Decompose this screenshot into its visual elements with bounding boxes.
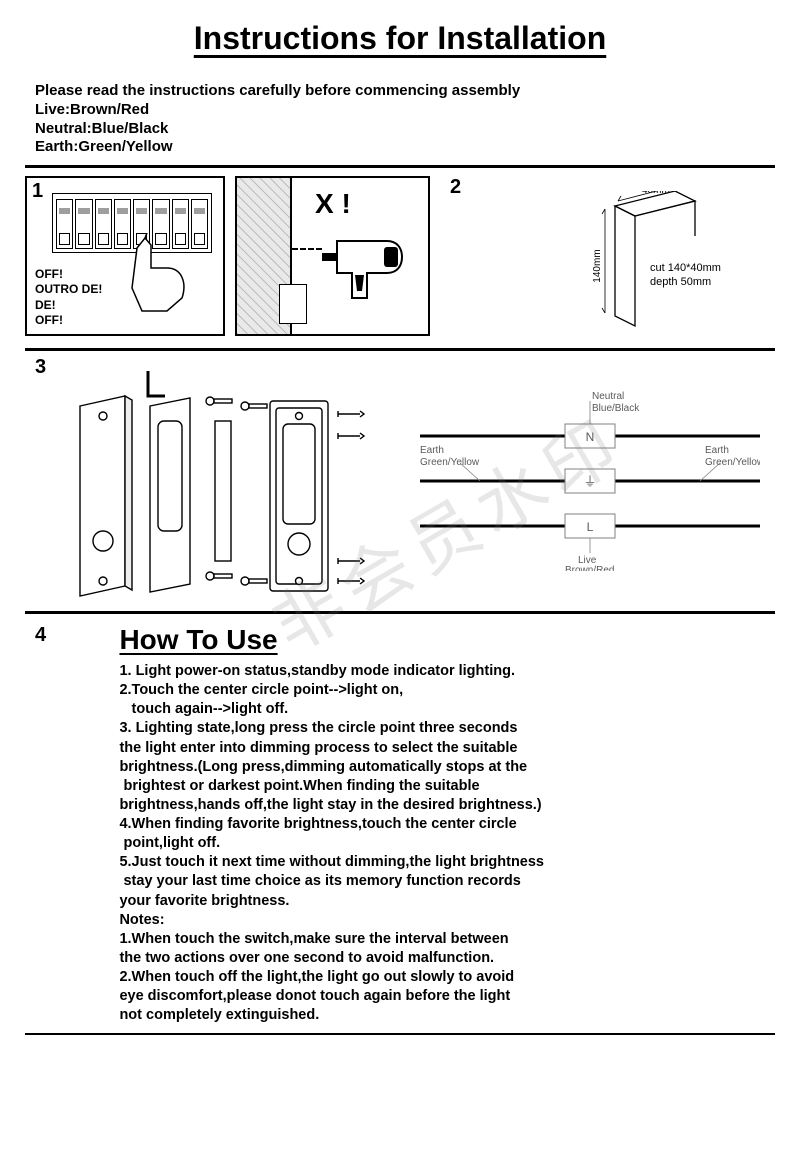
- section-how-to-use: 4 How To Use 1. Light power-on status,st…: [0, 614, 800, 1025]
- howto-line: the two actions over one second to avoid…: [119, 949, 719, 968]
- svg-text:Earth: Earth: [420, 445, 444, 456]
- howto-line: brightness,hands off,the light stay in t…: [119, 796, 719, 815]
- svg-text:Earth: Earth: [705, 445, 729, 456]
- intro-line: Please read the instructions carefully b…: [35, 82, 765, 101]
- step-row-3: 3: [0, 351, 800, 611]
- howto-line: brightness.(Long press,dimming automatic…: [119, 758, 719, 777]
- svg-text:Neutral: Neutral: [592, 391, 624, 402]
- intro-line: Earth:Green/Yellow: [35, 138, 765, 157]
- page-title: Instructions for Installation: [0, 20, 800, 57]
- svg-text:Green/Yellow: Green/Yellow: [705, 457, 760, 468]
- howto-line: 5.Just touch it next time without dimmin…: [119, 853, 719, 872]
- howto-line: stay your last time choice as its memory…: [119, 872, 719, 891]
- panel-no-drill: X !: [235, 176, 430, 336]
- cut-text: depth 50mm: [650, 276, 711, 288]
- svg-text:⏚: ⏚: [583, 474, 596, 489]
- howto-title: How To Use: [119, 624, 719, 656]
- dim-width: 40mm: [642, 191, 670, 196]
- panel-step-1: 1 OFF! OUTRO DE! DE! OFF!: [25, 176, 225, 336]
- howto-line: the light enter into dimming process to …: [119, 739, 719, 758]
- hand-icon: [127, 233, 197, 313]
- divider: [25, 1033, 775, 1035]
- howto-line: 2.Touch the center circle point-->light …: [119, 681, 719, 700]
- mounting-box: [279, 284, 307, 324]
- howto-line: eye discomfort,please donot touch again …: [119, 987, 719, 1006]
- step-number: 4: [25, 624, 115, 647]
- step-number: 1: [32, 180, 43, 203]
- step-row-1: 1 OFF! OUTRO DE! DE! OFF! X ! 2: [0, 168, 800, 344]
- drill-line: [292, 248, 322, 250]
- howto-line: 1.When touch the switch,make sure the in…: [119, 930, 719, 949]
- intro-line: Live:Brown/Red: [35, 101, 765, 120]
- howto-body: 1. Light power-on status,standby mode in…: [119, 662, 719, 1025]
- howto-line: 2.When touch off the light,the light go …: [119, 968, 719, 987]
- howto-line: 3. Lighting state,long press the circle …: [119, 719, 719, 738]
- x-mark: X !: [315, 188, 351, 220]
- step-number: 2: [450, 176, 461, 199]
- assembly-diagram: [70, 366, 390, 606]
- howto-line: your favorite brightness.: [119, 892, 719, 911]
- howto-line: brightest or darkest point.When finding …: [119, 777, 719, 796]
- svg-text:L: L: [587, 520, 594, 534]
- dim-height: 140mm: [592, 249, 603, 282]
- intro-line: Neutral:Blue/Black: [35, 120, 765, 139]
- svg-text:Green/Yellow: Green/Yellow: [420, 457, 480, 468]
- wiring-diagram: N Neutral Blue/Black ⏚ Earth Green/Yello…: [420, 391, 760, 571]
- panel-step-2: 2 40mm 140mm cut 140*40mm depth 50mm: [440, 176, 750, 336]
- svg-text:Blue/Black: Blue/Black: [592, 403, 640, 414]
- svg-text:N: N: [586, 430, 595, 444]
- howto-line: 4.When finding favorite brightness,touch…: [119, 815, 719, 834]
- drill-icon: [322, 233, 422, 303]
- howto-line: point,light off.: [119, 834, 719, 853]
- intro-block: Please read the instructions carefully b…: [0, 82, 800, 165]
- howto-line: not completely extinguished.: [119, 1006, 719, 1025]
- svg-text:Brown/Red: Brown/Red: [565, 565, 614, 571]
- off-text: OFF! OUTRO DE! DE! OFF!: [35, 267, 102, 329]
- howto-line: touch again-->light off.: [119, 700, 719, 719]
- step-number: 3: [35, 356, 46, 379]
- cut-text: cut 140*40mm: [650, 262, 721, 274]
- howto-line: 1. Light power-on status,standby mode in…: [119, 662, 719, 681]
- howto-line: Notes:: [119, 911, 719, 930]
- cutout-diagram: 40mm 140mm cut 140*40mm depth 50mm: [520, 191, 740, 341]
